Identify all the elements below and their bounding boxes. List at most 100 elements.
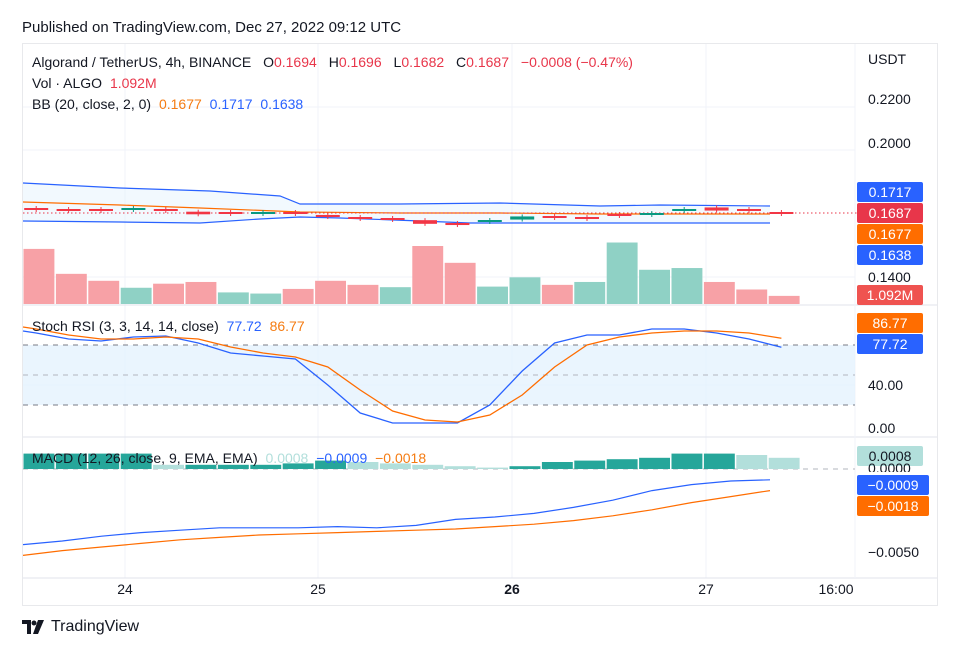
low-label: L: [393, 54, 402, 70]
bb-lower-line: [22, 216, 770, 224]
published-header: Published on TradingView.com, Dec 27, 20…: [22, 19, 402, 36]
candle-bearish: [769, 212, 794, 214]
candle-bearish: [186, 211, 211, 215]
candle-bullish: [510, 216, 535, 220]
stoch-k-value: 77.72: [226, 318, 262, 334]
candle-bullish: [639, 213, 664, 215]
volume-bar: [639, 269, 670, 304]
macd-histogram-bar: [250, 464, 282, 469]
volume-bar: [217, 292, 249, 304]
candle-bearish: [737, 209, 761, 211]
last-price-tag: 0.1687: [857, 203, 923, 223]
volume-bar: [23, 248, 55, 304]
candle-bearish: [575, 217, 599, 219]
macd-histogram-bar: [120, 453, 152, 469]
macd-value: −0.0009: [316, 450, 368, 466]
stoch-d-value: 86.77: [269, 318, 305, 334]
time-label: 27: [698, 581, 714, 597]
macd-line: [22, 479, 771, 546]
volume-bar: [671, 268, 703, 304]
price-tick: 0.1400: [868, 269, 911, 285]
candle-bearish: [315, 214, 340, 218]
macd-histogram-bar: [347, 462, 379, 469]
stoch-rsi-legend: Stoch RSI (3, 3, 14, 14, close) 77.72 86…: [32, 318, 309, 334]
macd-signal-value: −0.0018: [375, 450, 427, 466]
bb-lower-tag: 0.1638: [857, 245, 923, 265]
price-tick: 0.2000: [868, 135, 911, 151]
macd-histogram-bar: [315, 460, 346, 469]
time-label: 26: [504, 581, 520, 597]
volume-label[interactable]: Vol · ALGO: [32, 75, 103, 91]
chart-frame[interactable]: [22, 43, 938, 606]
macd-histogram-bar: [153, 464, 184, 469]
volume-bar: [153, 283, 184, 304]
macd-histogram-bar: [574, 460, 606, 469]
tradingview-brand[interactable]: TradingView: [22, 618, 139, 636]
time-label: 16:00: [818, 581, 854, 597]
stoch-k-tag: 77.72: [857, 334, 923, 354]
candle-bearish: [413, 220, 437, 224]
macd-tick: 0.0000: [868, 462, 911, 472]
symbol-label[interactable]: Algorand / TetherUS, 4h, BINANCE: [32, 54, 252, 70]
candle-bearish: [89, 209, 113, 211]
stoch-d-tag: 86.77: [857, 313, 923, 333]
open-value: 0.1694: [273, 54, 317, 70]
macd-histogram-bar: [477, 467, 508, 469]
volume-bar: [574, 281, 606, 304]
macd-histogram-bar: [541, 462, 573, 469]
bb-label[interactable]: BB (20, close, 2, 0): [32, 96, 152, 112]
stoch-rsi-label[interactable]: Stoch RSI (3, 3, 14, 14, close): [32, 318, 219, 334]
bb-legend: BB (20, close, 2, 0) 0.1677 0.1717 0.163…: [32, 96, 307, 112]
macd-histogram-bar: [282, 463, 314, 469]
macd-signal-line: [22, 490, 771, 556]
volume-bar: [412, 246, 444, 304]
macd-legend: MACD (12, 26, close, 9, EMA, EMA) 0.0008…: [32, 450, 430, 466]
macd-histogram-bar: [444, 466, 476, 469]
macd-histogram-bar: [379, 463, 411, 469]
open-label: O: [263, 54, 274, 70]
candle-bearish: [153, 209, 178, 211]
volume-bar: [477, 286, 508, 304]
tradingview-logo-icon: [22, 620, 44, 634]
stoch-tick: 0.00: [868, 420, 896, 436]
macd-histogram-bar: [703, 453, 735, 469]
candle-bearish: [348, 217, 373, 219]
volume-bar: [509, 277, 541, 304]
volume-bar: [541, 284, 573, 304]
volume-bar: [768, 295, 800, 304]
macd-histogram-bar: [606, 459, 638, 469]
candle-bullish: [672, 209, 697, 211]
candle-bearish: [218, 212, 243, 214]
stoch-d-line: [22, 326, 782, 423]
macd-label[interactable]: MACD (12, 26, close, 9, EMA, EMA): [32, 450, 258, 466]
candle-bearish: [607, 214, 632, 216]
high-value: 0.1696: [338, 54, 382, 70]
candle-bullish: [251, 212, 275, 214]
candle-bullish: [121, 208, 146, 210]
volume-value: 1.092M: [109, 75, 157, 91]
macd-histogram-bar: [768, 457, 800, 469]
volume-bar: [347, 284, 379, 304]
macd-histogram-bar: [509, 466, 541, 469]
candle-bullish: [477, 220, 502, 222]
macd-histogram-bar: [736, 455, 768, 469]
high-label: H: [328, 54, 339, 70]
main-legend: Algorand / TetherUS, 4h, BINANCE O0.1694…: [32, 54, 637, 70]
low-value: 0.1682: [401, 54, 445, 70]
volume-bar: [185, 281, 217, 304]
volume-bar: [282, 288, 314, 304]
volume-bar: [379, 287, 411, 304]
volume-bar: [606, 242, 638, 304]
candle-bearish: [283, 212, 308, 214]
volume-bar: [736, 289, 768, 304]
macd-histogram-bar: [412, 464, 444, 469]
price-tick: 0.2200: [868, 91, 911, 107]
bb-upper-tag: 0.1717: [857, 182, 923, 202]
macd-tag: −0.0009: [857, 475, 929, 495]
bb-upper-value: 0.1717: [209, 96, 253, 112]
volume-bar: [88, 280, 120, 304]
macd-histogram-bar: [217, 464, 249, 469]
candle-bearish: [445, 222, 470, 226]
macd-histogram-bar: [55, 453, 87, 469]
